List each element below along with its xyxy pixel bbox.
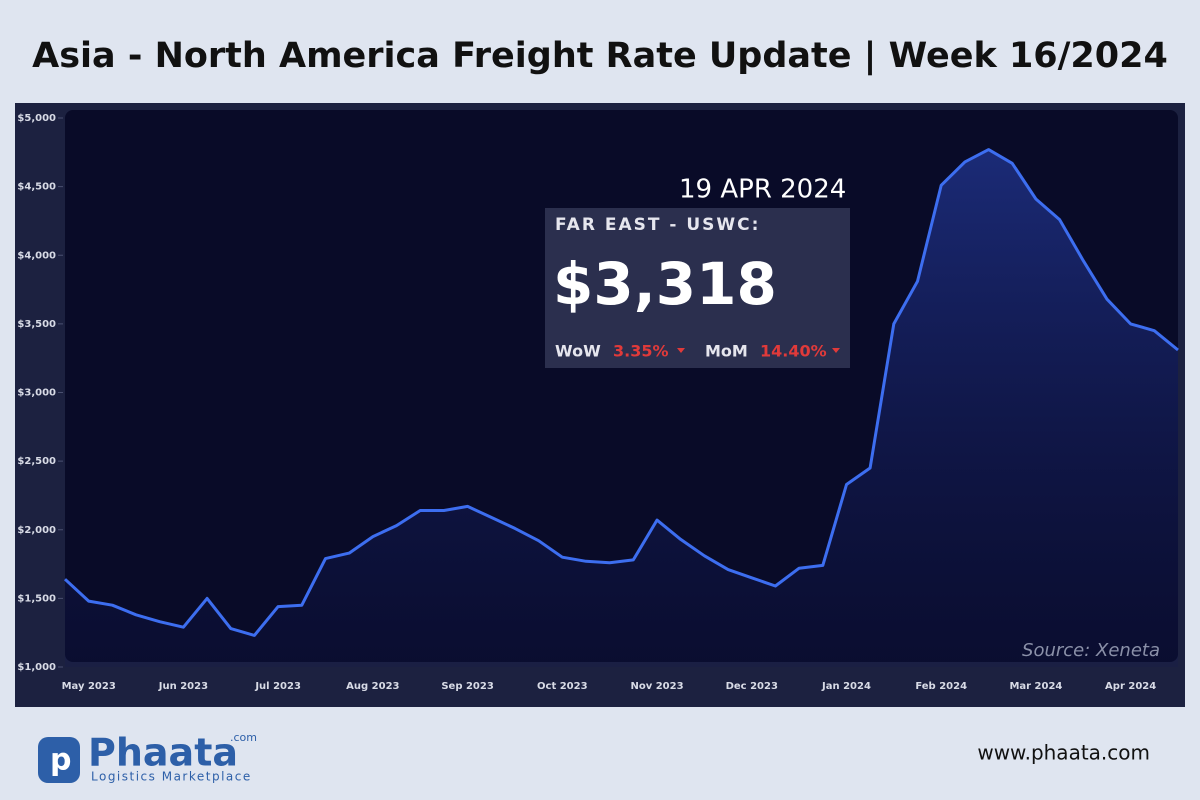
x-tick-label: Jun 2023 — [158, 681, 208, 692]
brand-name: Phaata — [88, 731, 238, 775]
down-arrow — [677, 348, 685, 353]
y-tick-label: $4,000 — [17, 250, 56, 261]
x-tick-label: Mar 2024 — [1009, 681, 1062, 692]
x-tick-label: Nov 2023 — [630, 681, 683, 692]
x-tick-label: Oct 2023 — [537, 681, 588, 692]
logo-letter: p — [50, 743, 71, 778]
brand-suffix: .com — [230, 731, 257, 744]
mom-value: 14.40% — [760, 342, 827, 361]
logo-icon — [38, 737, 80, 783]
y-tick-label: $1,000 — [17, 662, 56, 673]
y-tick-label: $5,000 — [17, 113, 56, 124]
y-tick-label: $3,000 — [17, 388, 56, 399]
line — [63, 148, 1179, 637]
y-tick-label: $2,000 — [17, 525, 56, 536]
source-label: Source: Xeneta — [1022, 640, 1160, 661]
x-tick-label: Sep 2023 — [441, 681, 493, 692]
wow-label: WoW — [555, 342, 601, 361]
chart-title: Asia - North America Freight Rate Update… — [32, 36, 1168, 76]
x-tick-label: May 2023 — [62, 681, 116, 692]
x-tick-label: Feb 2024 — [915, 681, 967, 692]
date-label: 19 APR 2024 — [679, 175, 846, 205]
brand-tagline: Logistics Marketplace — [91, 770, 252, 784]
y-tick-label: $4,500 — [17, 182, 56, 193]
wow-value: 3.35% — [613, 342, 669, 361]
y-tick-label: $3,500 — [17, 319, 56, 330]
website: www.phaata.com — [977, 741, 1150, 765]
price-box — [545, 208, 850, 368]
x-tick-label: Jul 2023 — [254, 681, 301, 692]
mom-label: MoM — [705, 342, 748, 361]
x-tick-label: Dec 2023 — [726, 681, 778, 692]
x-tick-label: Apr 2024 — [1105, 681, 1156, 692]
x-tick-label: Jan 2024 — [821, 681, 871, 692]
y-tick-label: $2,500 — [17, 456, 56, 467]
route-label: FAR EAST - USWC: — [555, 215, 760, 235]
y-tick-label: $1,500 — [17, 593, 56, 604]
area — [65, 149, 1178, 668]
down-arrow — [832, 348, 840, 353]
price-value: $3,318 — [553, 250, 777, 318]
x-tick-label: Aug 2023 — [346, 681, 399, 692]
